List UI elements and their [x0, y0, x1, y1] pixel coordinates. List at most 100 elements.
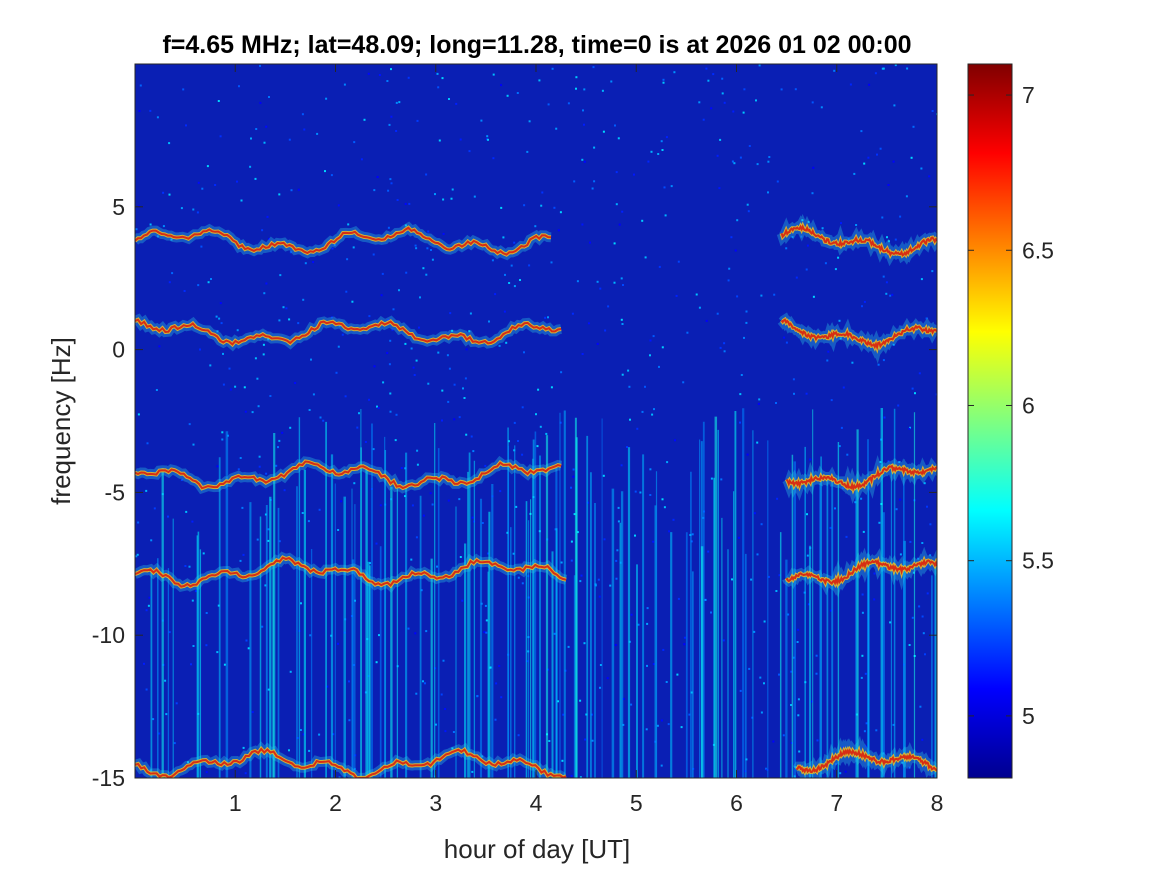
- noise-speckle: [698, 306, 701, 309]
- noise-speckle: [394, 439, 397, 442]
- noise-speckle: [598, 595, 601, 598]
- noise-speckle: [469, 312, 472, 315]
- noise-speckle: [404, 202, 407, 205]
- noise-speckle: [892, 160, 895, 163]
- noise-speckle: [341, 333, 344, 336]
- noise-speckle: [837, 256, 840, 259]
- noise-speckle: [864, 745, 867, 748]
- noise-speckle: [748, 667, 751, 670]
- noise-speckle: [653, 408, 655, 411]
- noise-speckle: [269, 395, 272, 397]
- noise-speckle: [667, 723, 670, 726]
- noise-speckle: [553, 632, 556, 635]
- noise-speckle: [300, 602, 302, 605]
- noise-speckle: [591, 187, 594, 190]
- noise-speckle: [607, 305, 610, 308]
- noise-speckle: [458, 498, 461, 501]
- noise-speckle: [459, 138, 462, 141]
- noise-speckle: [593, 180, 596, 183]
- noise-speckle: [156, 116, 159, 119]
- noise-speckle: [165, 713, 168, 716]
- noise-speckle: [862, 530, 865, 533]
- noise-speckle: [579, 699, 582, 702]
- noise-speckle: [557, 700, 559, 703]
- noise-speckle: [712, 73, 715, 76]
- noise-speckle: [512, 552, 515, 555]
- noise-speckle: [751, 716, 754, 719]
- noise-speckle: [734, 249, 737, 252]
- noise-speckle: [626, 446, 628, 448]
- noise-speckle: [396, 199, 399, 201]
- noise-speckle: [662, 81, 665, 84]
- noise-speckle: [863, 162, 866, 165]
- noise-speckle: [444, 730, 447, 733]
- noise-speckle: [476, 695, 479, 698]
- noise-speckle: [925, 566, 928, 569]
- noise-speckle: [886, 236, 888, 239]
- noise-speckle: [418, 326, 420, 329]
- noise-speckle: [173, 742, 176, 745]
- noise-speckle: [760, 523, 763, 526]
- trace-band: [135, 735, 937, 778]
- noise-speckle: [662, 78, 665, 81]
- noise-speckle: [873, 598, 876, 601]
- noise-speckle: [168, 281, 171, 284]
- noise-speckle: [772, 740, 775, 743]
- noise-speckle: [783, 336, 786, 339]
- noise-speckle: [465, 433, 468, 436]
- noise-speckle: [149, 223, 152, 226]
- noise-speckle: [430, 249, 432, 251]
- noise-speckle: [547, 316, 549, 319]
- noise-speckle: [641, 410, 644, 413]
- noise-speckle: [867, 156, 870, 159]
- noise-speckle: [372, 253, 375, 256]
- noise-speckle: [301, 113, 304, 116]
- noise-speckle: [267, 528, 270, 531]
- noise-speckle: [442, 232, 445, 235]
- colorbar: 7 6.5 6 5.5 5: [967, 63, 1054, 779]
- noise-speckle: [377, 407, 380, 409]
- noise-speckle: [168, 193, 171, 196]
- noise-speckle: [458, 416, 461, 419]
- noise-speckle: [508, 282, 511, 284]
- trace-peak: [785, 464, 937, 492]
- noise-speckle: [375, 542, 378, 545]
- noise-speckle: [629, 418, 631, 421]
- y-tick-label: -15: [92, 765, 125, 791]
- noise-speckle: [873, 572, 876, 575]
- noise-speckle: [182, 88, 185, 91]
- noise-speckle: [899, 553, 902, 556]
- noise-speckle: [325, 97, 328, 100]
- noise-speckle: [427, 382, 430, 385]
- noise-speckle: [536, 445, 539, 448]
- noise-speckle: [513, 421, 516, 424]
- noise-speckle: [455, 102, 458, 105]
- noise-speckle: [256, 377, 259, 380]
- noise-speckle: [811, 192, 814, 195]
- noise-speckle: [435, 723, 437, 726]
- noise-speckle: [760, 294, 763, 297]
- noise-speckle: [758, 64, 761, 67]
- noise-speckle: [228, 367, 231, 370]
- noise-speckle: [807, 603, 810, 606]
- noise-speckle: [705, 319, 708, 322]
- noise-speckle: [728, 267, 731, 270]
- noise-speckle: [330, 174, 333, 177]
- noise-speckle: [468, 330, 471, 333]
- noise-speckle: [484, 464, 487, 467]
- noise-speckle: [576, 280, 579, 283]
- noise-speckle: [335, 371, 338, 374]
- trace-band: [135, 312, 937, 364]
- noise-speckle: [498, 665, 501, 667]
- noise-speckle: [668, 530, 671, 533]
- noise-speckle: [567, 102, 570, 105]
- noise-speckle: [289, 426, 292, 429]
- noise-speckle: [756, 163, 759, 166]
- y-axis: 5 0 -5 -10 -15: [92, 194, 937, 791]
- noise-speckle: [570, 540, 573, 543]
- noise-speckle: [899, 215, 902, 218]
- noise-speckle: [674, 439, 676, 442]
- noise-speckle: [391, 328, 394, 331]
- noise-speckle: [604, 329, 607, 332]
- noise-speckle: [222, 383, 225, 386]
